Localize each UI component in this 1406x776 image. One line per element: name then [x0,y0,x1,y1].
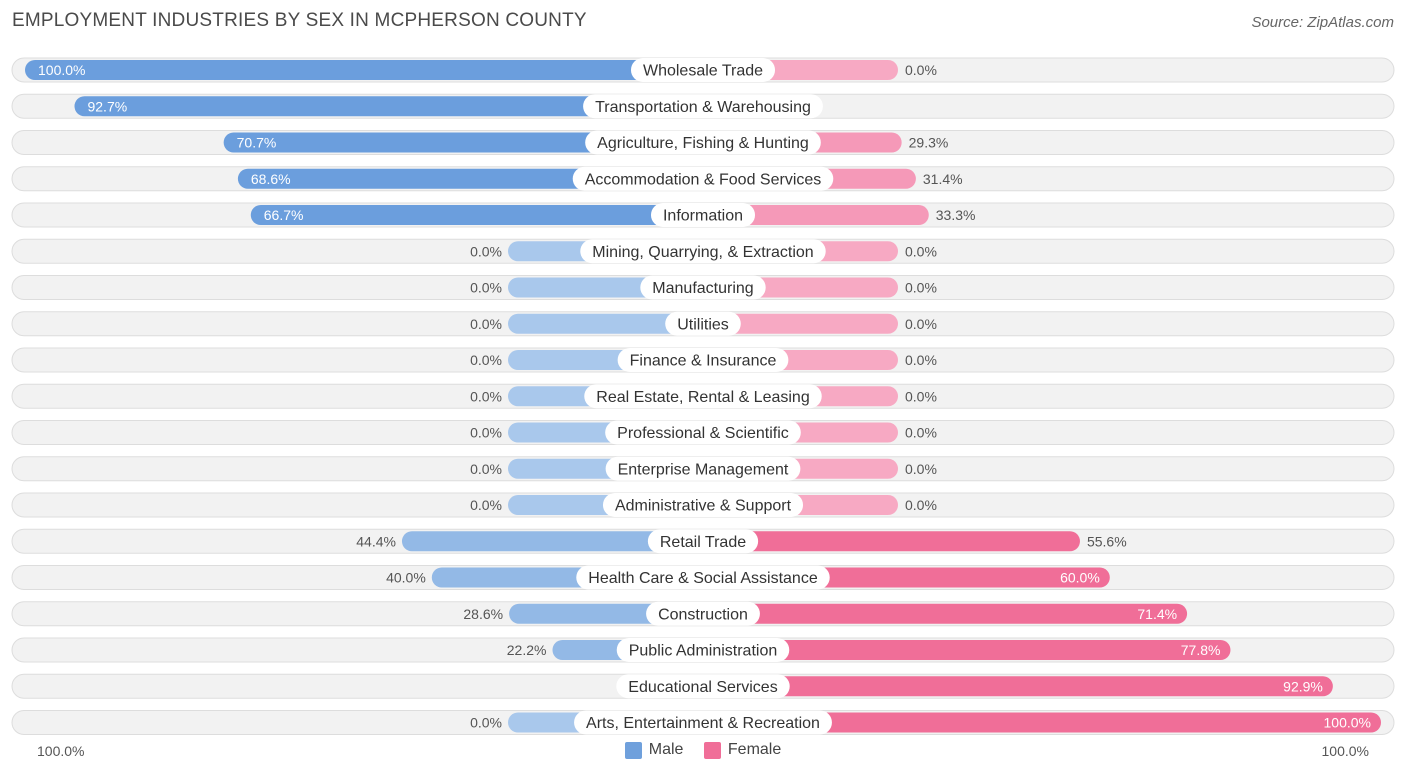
diverging-bar-chart: 100.0%0.0%Wholesale Trade92.7%7.3%Transp… [11,57,1395,735]
category-label-accommodation-food-services: Accommodation & Food Services [585,171,822,188]
category-label-information: Information [663,208,743,225]
category-label-mining-quarrying-extraction: Mining, Quarrying, & Extraction [592,244,813,261]
category-pill-construction [646,601,760,626]
category-label-retail-trade: Retail Trade [660,534,746,551]
female-value-label: 33.3% [936,207,976,223]
female-value-label: 55.6% [1087,533,1127,549]
category-label-professional-scientific: Professional & Scientific [617,425,789,442]
male-swatch [624,741,642,759]
category-pill-finance-insurance [617,348,789,372]
category-pill-manufacturing [640,275,766,300]
category-pill-utilities [665,311,741,336]
category-pill-agriculture-fishing-hunting [585,130,821,155]
female-value-label: 0.0% [905,461,937,477]
category-pill-health-care-social-assistance [576,565,830,590]
female-swatch [703,741,721,759]
female-value-label: 77.8% [1181,642,1221,658]
female-bar-arts-entertainment-recreation [703,712,1381,733]
female-value-label: 29.3% [909,135,949,151]
male-value-label: 0.0% [470,280,502,296]
male-value-label: 28.6% [463,606,503,622]
male-value-label: 92.7% [87,98,127,114]
category-pill-retail-trade [647,529,759,554]
male-value-label: 44.4% [356,533,396,549]
female-value-label: 0.0% [905,352,937,368]
category-pill-real-estate-rental-leasing [584,384,822,409]
legend-male-label: Male [648,741,684,758]
category-label-real-estate-rental-leasing: Real Estate, Rental & Leasing [596,389,809,406]
category-pill-educational-services [616,674,790,699]
female-value-label: 71.4% [1137,606,1177,622]
female-value-label: 0.0% [905,280,937,296]
male-value-label: 100.0% [38,62,85,78]
male-bar-retail-trade [401,531,703,552]
male-bar-utilities [508,313,703,334]
female-value-label: 0.0% [905,243,937,259]
axis-left-label: 100.0% [37,743,85,759]
female-value-label: 0.0% [905,425,937,441]
female-bar-construction [703,603,1188,624]
category-label-wholesale-trade: Wholesale Trade [643,63,763,80]
legend-item-female: Female [703,741,782,759]
category-label-enterprise-management: Enterprise Management [618,461,789,478]
male-value-label: 0.0% [470,715,502,731]
female-value-label: 31.4% [923,171,963,187]
category-pill-mining-quarrying-extraction [580,239,826,264]
female-value-label: 0.0% [905,62,937,78]
axis-right-label: 100.0% [1321,743,1369,759]
category-label-transportation-warehousing: Transportation & Warehousing [595,99,811,116]
male-value-label: 66.7% [264,207,304,223]
female-bar-public-administration [703,640,1231,660]
category-pill-administrative-support [602,493,804,517]
category-pill-public-administration [616,638,790,662]
chart-title: EMPLOYMENT INDUSTRIES BY SEX IN MCPHERSO… [12,10,587,31]
category-pill-wholesale-trade [630,58,776,82]
category-pill-arts-entertainment-recreation [574,710,832,735]
male-value-label: 0.0% [470,388,502,404]
category-label-health-care-social-assistance: Health Care & Social Assistance [588,570,818,587]
category-label-finance-insurance: Finance & Insurance [630,353,777,370]
female-value-label: 0.0% [905,388,937,404]
male-value-label: 0.0% [470,425,502,441]
male-value-label: 0.0% [470,497,502,513]
category-pill-professional-scientific [605,420,801,445]
category-pill-accommodation-food-services [572,166,834,191]
category-label-manufacturing: Manufacturing [652,280,753,297]
male-bar-transportation-warehousing [74,96,703,117]
category-label-educational-services: Educational Services [628,679,777,696]
male-value-label: 22.2% [507,642,547,658]
male-bar-wholesale-trade [25,60,703,80]
legend-female-label: Female [727,741,782,758]
female-value-label: 92.9% [1283,678,1323,694]
category-label-arts-entertainment-recreation: Arts, Entertainment & Recreation [586,715,820,732]
category-label-administrative-support: Administrative & Support [615,498,792,515]
male-value-label: 0.0% [470,352,502,368]
category-label-utilities: Utilities [677,316,729,333]
category-pill-enterprise-management [605,456,801,481]
female-bar-utilities [703,313,898,334]
legend: Male Female [0,741,1406,764]
male-value-label: 70.7% [237,135,277,151]
female-value-label: 0.0% [905,316,937,332]
male-bar-agriculture-fishing-hunting [223,132,704,153]
male-value-label: 68.6% [251,171,291,187]
female-bar-retail-trade [703,531,1080,552]
category-pill-information [650,203,756,227]
female-value-label: 60.0% [1060,570,1100,586]
male-bar-information [250,205,704,225]
male-value-label: 40.0% [386,570,426,586]
female-value-label: 0.0% [905,497,937,513]
category-label-agriculture-fishing-hunting: Agriculture, Fishing & Hunting [597,135,809,152]
category-label-public-administration: Public Administration [629,643,778,660]
male-value-label: 0.0% [470,243,502,259]
female-bar-educational-services [703,676,1333,697]
female-bar-information [703,205,929,225]
male-value-label: 0.0% [470,461,502,477]
category-pill-transportation-warehousing [583,94,823,119]
male-value-label: 0.0% [470,316,502,332]
female-value-label: 100.0% [1324,715,1371,731]
source-note: Source: ZipAtlas.com [1251,14,1394,31]
category-label-construction: Construction [658,606,748,623]
legend-item-male: Male [624,741,684,759]
